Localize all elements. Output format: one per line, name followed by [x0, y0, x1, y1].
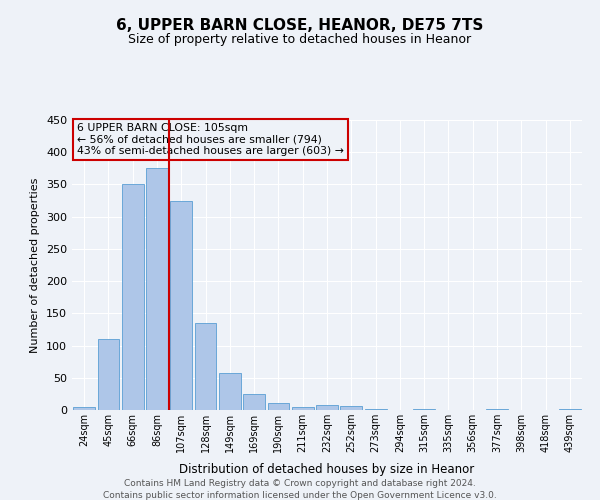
Bar — [170, 200, 192, 410]
Text: Contains HM Land Registry data © Crown copyright and database right 2024.: Contains HM Land Registry data © Crown c… — [124, 479, 476, 488]
Bar — [365, 408, 386, 410]
Bar — [243, 394, 265, 410]
Bar — [559, 408, 581, 410]
Text: Contains public sector information licensed under the Open Government Licence v3: Contains public sector information licen… — [103, 491, 497, 500]
Text: 6 UPPER BARN CLOSE: 105sqm
← 56% of detached houses are smaller (794)
43% of sem: 6 UPPER BARN CLOSE: 105sqm ← 56% of deta… — [77, 123, 344, 156]
Bar — [194, 323, 217, 410]
Bar — [292, 407, 314, 410]
Y-axis label: Number of detached properties: Number of detached properties — [31, 178, 40, 352]
Bar — [146, 168, 168, 410]
Bar — [413, 408, 435, 410]
Bar — [268, 403, 289, 410]
Bar — [316, 406, 338, 410]
Bar — [122, 184, 143, 410]
Bar — [486, 408, 508, 410]
Bar — [73, 407, 95, 410]
Bar — [97, 339, 119, 410]
X-axis label: Distribution of detached houses by size in Heanor: Distribution of detached houses by size … — [179, 464, 475, 476]
Text: Size of property relative to detached houses in Heanor: Size of property relative to detached ho… — [128, 32, 472, 46]
Text: 6, UPPER BARN CLOSE, HEANOR, DE75 7TS: 6, UPPER BARN CLOSE, HEANOR, DE75 7TS — [116, 18, 484, 32]
Bar — [219, 374, 241, 410]
Bar — [340, 406, 362, 410]
